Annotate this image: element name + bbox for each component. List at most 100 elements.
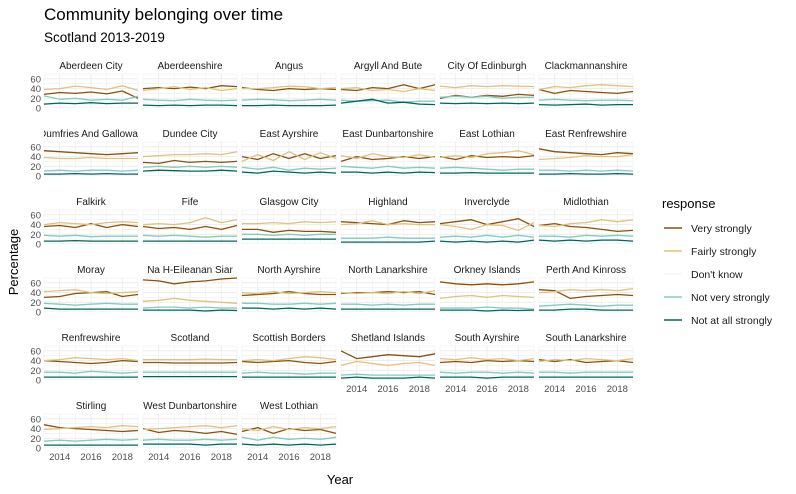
y-tick-label: 20: [30, 298, 41, 309]
x-tick-label: 2016: [377, 384, 398, 395]
y-tick-label: 0: [36, 240, 41, 251]
x-tick-label: 2016: [179, 452, 200, 463]
facet-strip-label: Midlothian: [563, 197, 609, 208]
facet-panel: West Lothian 2014 2016 2018: [241, 401, 337, 463]
y-tick-label: 20: [30, 94, 41, 105]
series-line: [241, 425, 337, 432]
facet-panel: North Ayrshire: [241, 265, 337, 313]
facet-strip-label: Glasgow City: [260, 197, 319, 208]
facet-panel: Orkney Islands: [439, 265, 535, 313]
series-line: [142, 217, 238, 226]
series-line: [538, 219, 634, 228]
facet-panel: East Ayrshire: [241, 129, 337, 177]
series-line: [143, 443, 237, 446]
facet-panel: City Of Edinburgh: [439, 61, 535, 109]
facet-panel: Shetland Islands 2014 2016 2018: [340, 333, 436, 395]
facet-strip-label: City Of Edinburgh: [448, 61, 527, 72]
y-tick-label: 20: [30, 162, 41, 173]
legend-label: Not very strongly: [691, 292, 771, 304]
series-line: [439, 150, 535, 159]
facet-strip-label: West Lothian: [260, 401, 318, 412]
series-line: [43, 425, 139, 431]
facet-panel: Perth And Kinross: [538, 265, 634, 313]
facet-strip-label: Inverclyde: [464, 197, 510, 208]
series-line: [439, 294, 535, 300]
chart-subtitle: Scotland 2013-2019: [44, 30, 165, 45]
facet-strip-label: Orkney Islands: [454, 265, 521, 276]
x-tick-label: 2014: [148, 452, 169, 463]
facet-panel: Angus: [241, 61, 337, 109]
series-line: [242, 104, 337, 107]
series-line: [242, 233, 336, 236]
series-line: [142, 438, 238, 441]
facet-panel: East Renfrewshire: [538, 129, 634, 177]
series-line: [142, 234, 237, 238]
series-line: [241, 151, 337, 162]
facet-strip-label: North Lanarkshire: [348, 265, 428, 276]
facet-panel: Inverclyde: [439, 197, 535, 245]
x-tick-label: 2016: [278, 452, 299, 463]
facet-panel: Scotland: [142, 333, 238, 381]
series-line: [538, 289, 634, 300]
series-line: [439, 371, 535, 374]
facet-strip-label: Scotland: [171, 333, 210, 344]
facet-panel: Midlothian: [538, 197, 634, 245]
series-line: [340, 86, 436, 93]
series-line: [341, 240, 436, 243]
series-line: [242, 307, 337, 310]
facet-strip-label: East Lothian: [459, 129, 515, 140]
x-tick-label: 2018: [211, 452, 232, 463]
series-line: [44, 239, 138, 242]
legend-label: Very strongly: [691, 223, 752, 235]
series-line: [539, 308, 633, 311]
facet-strip-label: Shetland Islands: [351, 333, 425, 344]
series-line: [43, 357, 139, 362]
series-line: [43, 221, 139, 226]
facet-strip-label: Aberdeenshire: [157, 61, 222, 72]
facet-panel: Dundee City: [142, 129, 238, 177]
series-line: [142, 151, 238, 158]
series-line: [340, 98, 436, 106]
legend-item: Not at all strongly: [664, 315, 773, 327]
series-line: [439, 281, 535, 286]
series-line: [43, 150, 139, 156]
series-line: [43, 307, 138, 310]
series-line: [143, 361, 238, 364]
series-line: [242, 85, 337, 90]
series-line: [142, 297, 238, 304]
chart-title: Community belonging over time: [44, 5, 283, 24]
y-tick-label: 60: [30, 74, 41, 85]
facet-strip-label: Perth And Kinross: [546, 265, 626, 276]
facet-panel: Argyll And Bute: [340, 61, 436, 109]
series-line: [142, 159, 238, 165]
series-line: [539, 234, 634, 238]
series-line: [340, 165, 436, 169]
x-tick-label: 2018: [310, 452, 331, 463]
facet-panel: East Lothian: [439, 129, 535, 177]
series-line: [439, 357, 535, 362]
series-line: [241, 371, 336, 375]
legend-item: Don't know: [664, 269, 743, 281]
series-line: [340, 290, 436, 296]
x-tick-label: 2016: [80, 452, 101, 463]
y-tick-label: 60: [30, 142, 41, 153]
facet-strip-label: Dundee City: [162, 129, 217, 140]
series-line: [538, 239, 634, 242]
y-tick-label: 60: [30, 210, 41, 221]
series-line: [538, 103, 633, 106]
series-line: [142, 85, 238, 92]
facet-panel: West Dunbartonshire 2014 2016 2018: [142, 401, 238, 463]
series-line: [43, 95, 139, 101]
series-line: [340, 153, 436, 160]
x-tick-label: 2018: [409, 384, 430, 395]
facet-panel: Scottish Borders: [241, 333, 337, 381]
series-line: [439, 154, 535, 161]
facet-strip-label: Moray: [77, 265, 105, 276]
series-line: [142, 277, 238, 285]
facet-strip-label: Scottish Borders: [252, 333, 325, 344]
